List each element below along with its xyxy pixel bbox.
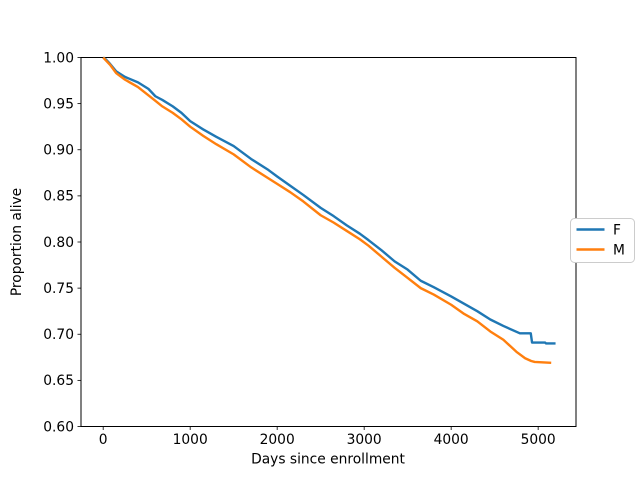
y-tick-label: 1.00 (43, 50, 74, 66)
legend: F M (570, 218, 635, 263)
x-tick-label: 5000 (521, 432, 556, 448)
legend-label-F: F (613, 222, 621, 238)
series-line-F (102, 56, 556, 345)
x-tick-label: 0 (99, 432, 108, 448)
x-tick-label: 1000 (173, 432, 208, 448)
plot-frame (80, 57, 577, 427)
series-line-M (102, 56, 552, 365)
y-tick-label: 0.75 (43, 281, 74, 297)
x-axis-title: Days since enrollment (251, 452, 405, 468)
y-tick-label: 0.60 (43, 419, 74, 435)
y-tick-label: 0.65 (43, 373, 74, 389)
x-tick-label: 4000 (434, 432, 469, 448)
y-tick-label: 0.85 (43, 189, 74, 205)
legend-label-M: M (613, 242, 625, 258)
plot-area: 0 1000 2000 3000 4000 5000 0.60 0.65 0.70 0.75 0.8… (43, 50, 577, 448)
y-tick-label: 0.90 (43, 143, 74, 159)
x-tick-label: 3000 (347, 432, 382, 448)
y-tick-label: 0.80 (43, 235, 74, 251)
x-tick-label: 2000 (260, 432, 295, 448)
y-tick-label: 0.95 (43, 96, 74, 112)
y-axis-title: Proportion alive (9, 188, 25, 296)
y-tick-label: 0.70 (43, 327, 74, 343)
